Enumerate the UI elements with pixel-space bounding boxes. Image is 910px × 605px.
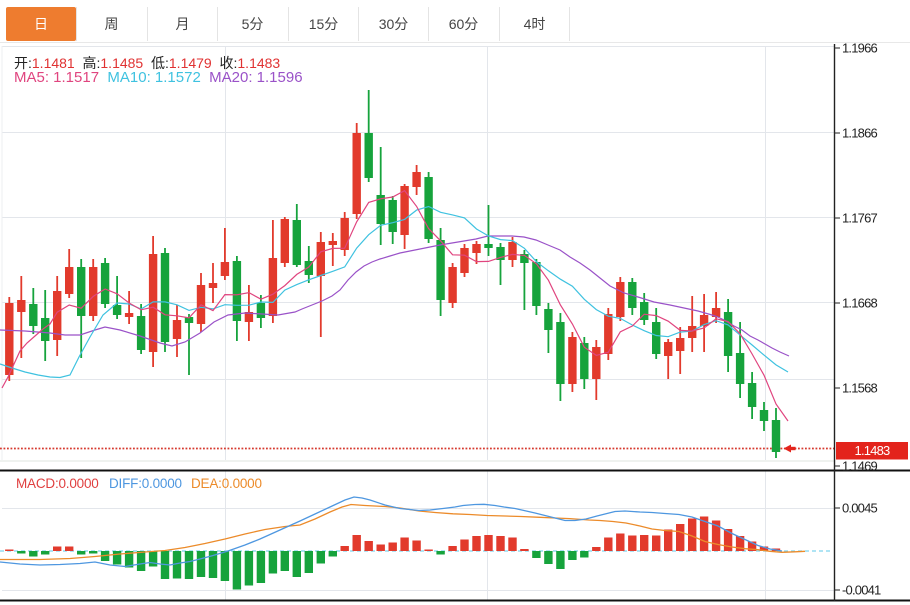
svg-text:1.1966: 1.1966 bbox=[842, 41, 878, 56]
svg-text:1.1483: 1.1483 bbox=[855, 443, 891, 458]
svg-text:1.1866: 1.1866 bbox=[842, 126, 878, 141]
svg-text:1.1568: 1.1568 bbox=[842, 381, 878, 396]
svg-text:1.1668: 1.1668 bbox=[842, 296, 878, 311]
svg-text:1.1469: 1.1469 bbox=[842, 459, 878, 474]
svg-text:0.0045: 0.0045 bbox=[842, 501, 878, 516]
svg-text:-0.0041: -0.0041 bbox=[842, 583, 881, 598]
svg-text:1.1767: 1.1767 bbox=[842, 211, 878, 226]
